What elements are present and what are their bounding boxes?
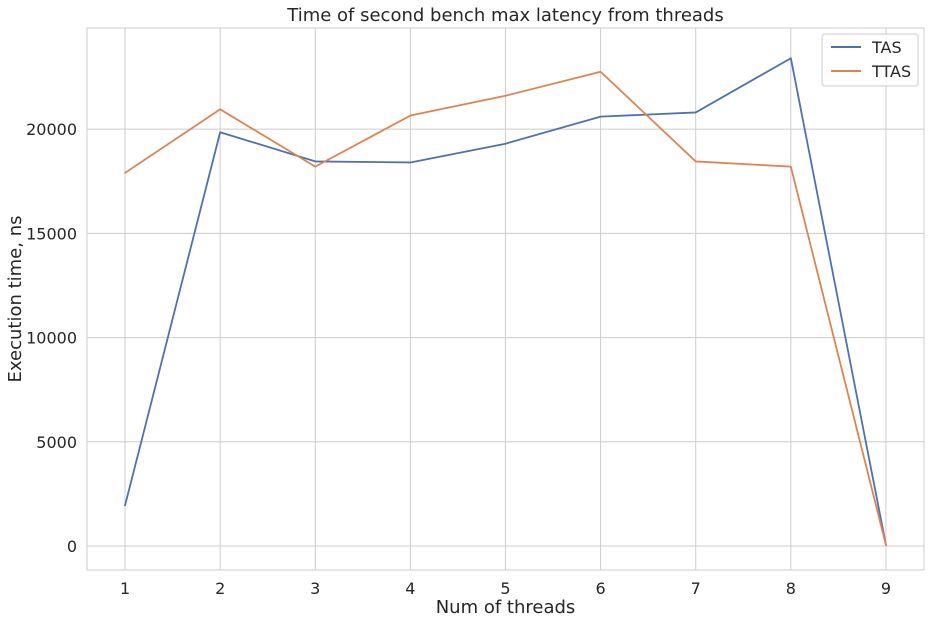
series-lines xyxy=(124,57,887,546)
legend: TAS TTAS xyxy=(821,33,919,87)
x-tick-label: 4 xyxy=(405,579,415,598)
y-tick-label: 5000 xyxy=(36,433,77,452)
x-tick-label: 1 xyxy=(120,579,130,598)
plot-frame xyxy=(86,27,925,571)
x-tick-label: 9 xyxy=(881,579,891,598)
x-tick-label: 6 xyxy=(596,579,606,598)
y-tick-label: 20000 xyxy=(26,120,77,139)
y-tick-label: 15000 xyxy=(26,224,77,243)
legend-label-tas: TAS xyxy=(871,38,902,57)
legend-label-ttas: TTAS xyxy=(871,62,911,81)
x-tick-label: 8 xyxy=(786,579,796,598)
grid-lines xyxy=(87,28,924,570)
x-tick-label: 7 xyxy=(691,579,701,598)
series-line-tas xyxy=(124,57,887,546)
x-tick-label: 3 xyxy=(310,579,320,598)
y-tick-label: 10000 xyxy=(26,329,77,348)
chart-title: Time of second bench max latency from th… xyxy=(286,5,723,26)
x-axis-title: Num of threads xyxy=(436,597,576,618)
tick-labels: 1 2 3 4 5 6 7 8 9 0 5000 10000 15000 20000 xyxy=(26,120,891,598)
x-tick-label: 2 xyxy=(215,579,225,598)
x-tick-label: 5 xyxy=(500,579,510,598)
y-tick-label: 0 xyxy=(67,537,77,556)
series-line-ttas xyxy=(124,70,887,546)
y-axis-title: Execution time, ns xyxy=(5,216,26,383)
